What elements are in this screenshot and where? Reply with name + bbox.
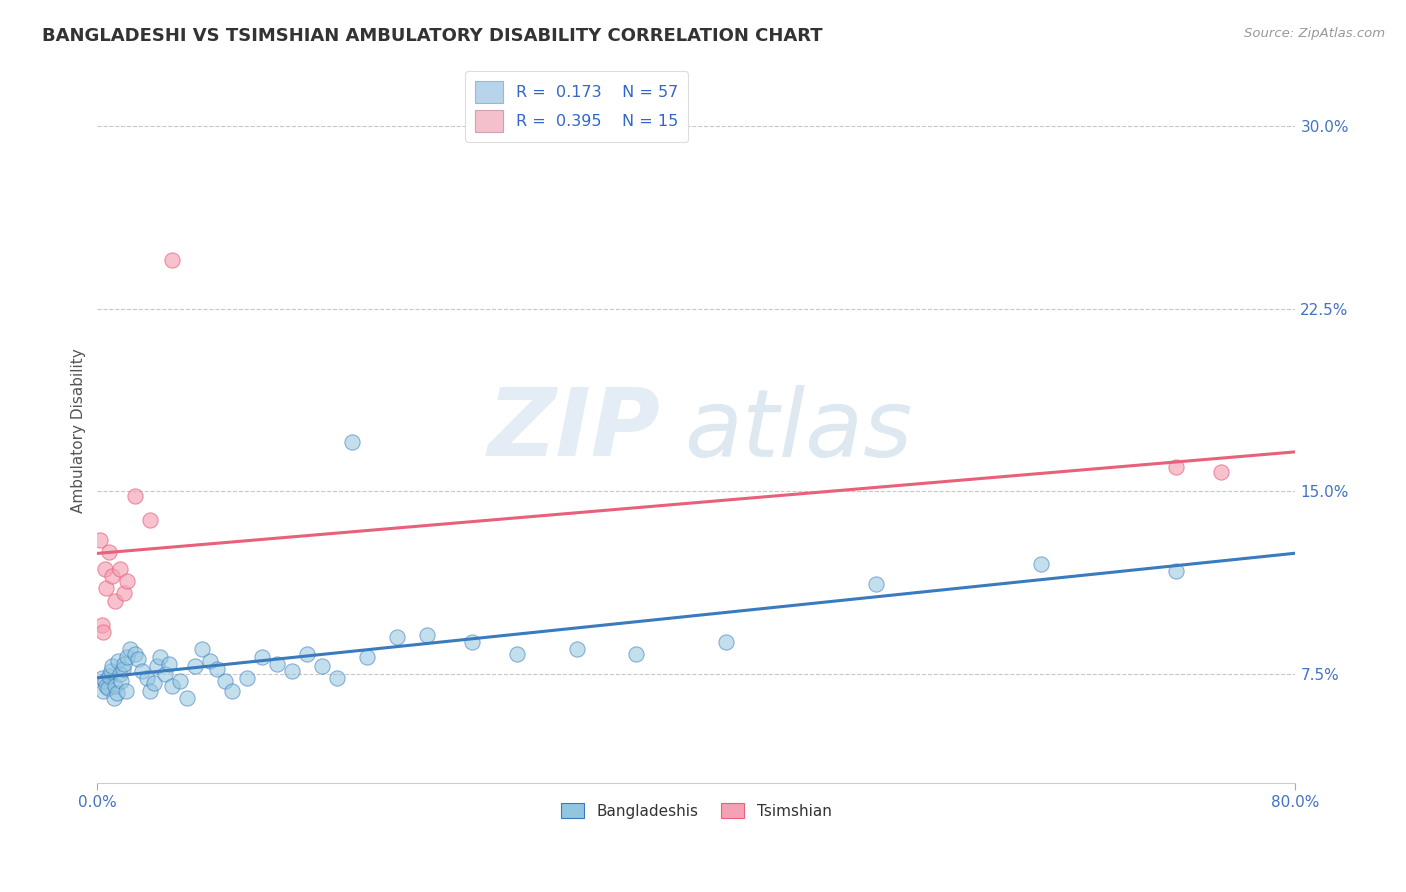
Point [1164, 565, 1187, 579]
Point [103, 690, 125, 705]
Point [98, 545, 121, 559]
Point [176, 690, 198, 705]
Point [716, 635, 738, 649]
Point [416, 627, 439, 641]
Point [191, 642, 214, 657]
Point [96, 679, 118, 693]
Point [124, 489, 146, 503]
Point [143, 676, 166, 690]
Point [295, 647, 318, 661]
Point [281, 664, 304, 678]
Point [214, 673, 236, 688]
Point [112, 586, 135, 600]
Point [100, 664, 122, 678]
Point [149, 649, 172, 664]
Point [112, 657, 135, 671]
Point [160, 252, 183, 267]
Point [120, 642, 142, 657]
Point [97, 681, 120, 695]
Point [98, 669, 121, 683]
Point [266, 657, 288, 671]
Point [865, 576, 887, 591]
Point [90, 618, 112, 632]
Text: ZIP: ZIP [488, 384, 661, 476]
Point [135, 672, 157, 686]
Point [139, 683, 162, 698]
Point [114, 683, 136, 698]
Point [183, 659, 205, 673]
Point [505, 647, 527, 661]
Point [221, 683, 243, 698]
Point [1164, 459, 1187, 474]
Point [356, 649, 378, 664]
Point [104, 679, 127, 693]
Point [1209, 465, 1232, 479]
Point [131, 664, 153, 678]
Point [111, 662, 134, 676]
Point [96, 582, 118, 596]
Point [101, 569, 124, 583]
Point [146, 659, 169, 673]
Point [105, 686, 128, 700]
Point [311, 659, 333, 673]
Point [160, 679, 183, 693]
Point [110, 673, 132, 688]
Point [93, 625, 115, 640]
Text: Source: ZipAtlas.com: Source: ZipAtlas.com [1244, 27, 1385, 40]
Point [90, 672, 112, 686]
Point [94, 673, 117, 688]
Point [93, 683, 115, 698]
Point [117, 649, 139, 664]
Point [108, 666, 131, 681]
Y-axis label: Ambulatory Disability: Ambulatory Disability [72, 348, 86, 513]
Point [340, 435, 363, 450]
Point [205, 662, 228, 676]
Point [124, 647, 146, 661]
Text: BANGLADESHI VS TSIMSHIAN AMBULATORY DISABILITY CORRELATION CHART: BANGLADESHI VS TSIMSHIAN AMBULATORY DISA… [42, 27, 823, 45]
Point [94, 562, 117, 576]
Point [101, 659, 124, 673]
Point [461, 635, 484, 649]
Point [108, 562, 131, 576]
Point [169, 673, 191, 688]
Point [236, 672, 259, 686]
Point [89, 533, 111, 547]
Point [326, 672, 349, 686]
Text: atlas: atlas [685, 384, 912, 475]
Point [626, 647, 648, 661]
Point [139, 513, 162, 527]
Legend: Bangladeshis, Tsimshian: Bangladeshis, Tsimshian [555, 797, 838, 825]
Point [198, 654, 221, 668]
Point [565, 642, 588, 657]
Point [1029, 557, 1052, 571]
Point [153, 666, 176, 681]
Point [117, 574, 139, 588]
Point [104, 593, 127, 607]
Point [157, 657, 180, 671]
Point [250, 649, 273, 664]
Point [107, 654, 129, 668]
Point [127, 652, 149, 666]
Point [385, 630, 408, 644]
